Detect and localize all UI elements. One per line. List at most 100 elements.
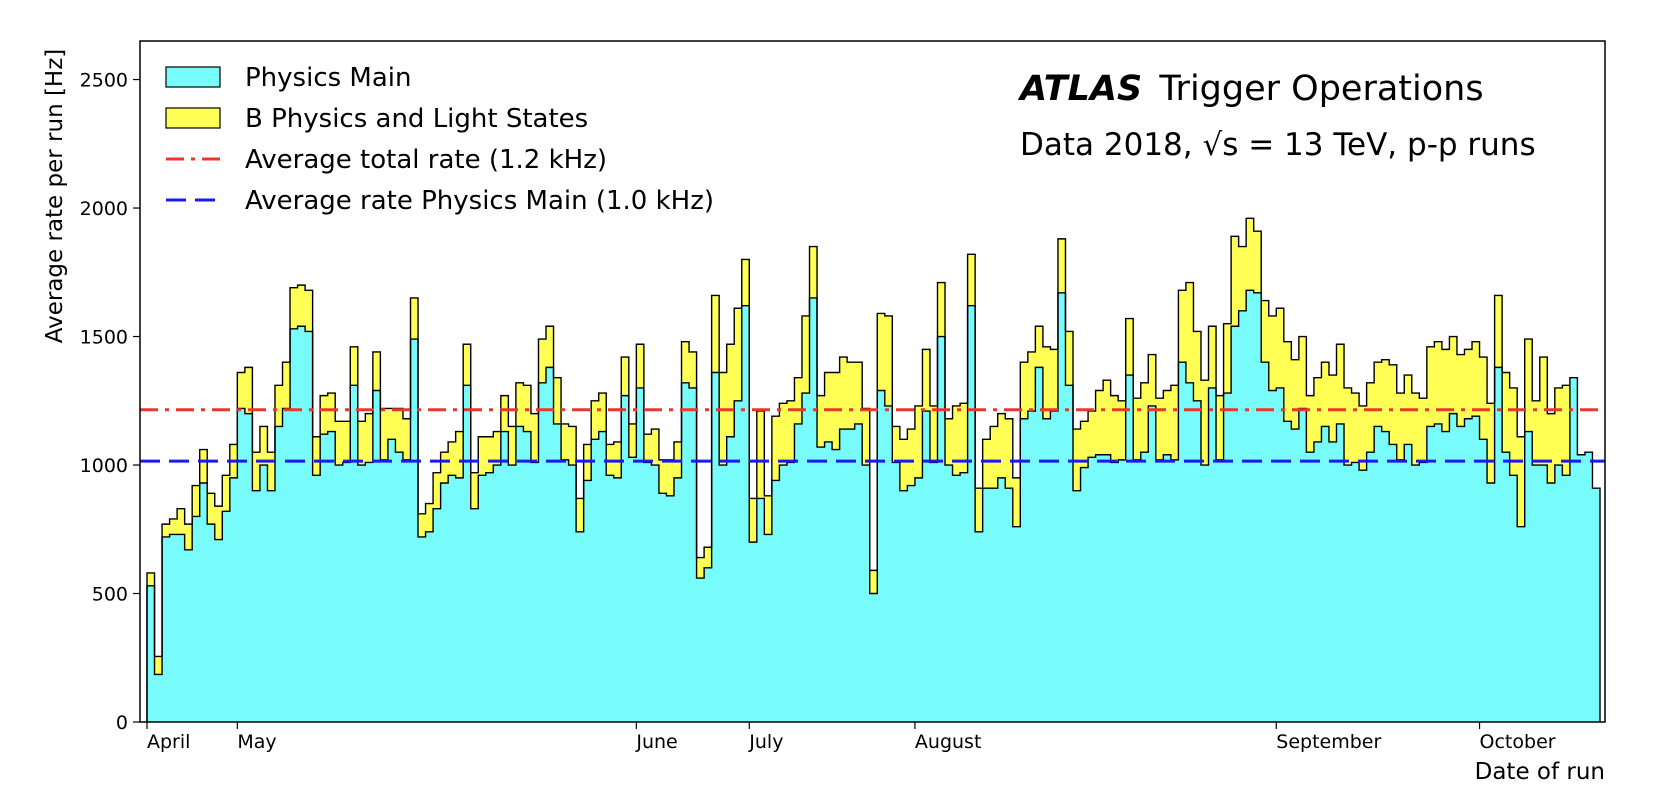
bar-physics-main [937, 336, 946, 722]
y-tick-label: 1500 [80, 327, 128, 349]
bar-b-physics [274, 385, 283, 427]
bar-b-physics [478, 436, 487, 476]
bar-b-physics [1155, 398, 1164, 460]
bar-physics-main [252, 490, 261, 722]
bar-physics-main [523, 431, 532, 722]
bar-physics-main [681, 382, 690, 722]
bar-physics-main [455, 477, 464, 722]
bar-b-physics [704, 547, 713, 568]
bar-physics-main [1479, 439, 1488, 722]
bar-b-physics [636, 344, 645, 388]
bar-physics-main [1185, 382, 1194, 722]
bar-physics-main [824, 441, 833, 722]
bar-physics-main [1539, 465, 1548, 722]
bar-b-physics [448, 441, 457, 476]
x-tick-label: October [1480, 731, 1556, 753]
bar-b-physics [530, 413, 539, 463]
bar-b-physics [1065, 331, 1074, 386]
bar-b-physics [854, 362, 863, 424]
bar-b-physics [1088, 411, 1096, 458]
bar-physics-main [470, 508, 479, 722]
bar-b-physics [1193, 331, 1202, 401]
bar-physics-main [267, 490, 276, 722]
bar-b-physics [1532, 400, 1541, 466]
bar-b-physics [508, 426, 517, 466]
bar-b-physics [1487, 403, 1496, 484]
bar-physics-main [1065, 385, 1074, 722]
bar-b-physics [764, 495, 773, 535]
bar-b-physics [967, 254, 976, 306]
bar-b-physics [1140, 382, 1149, 453]
bar-b-physics [184, 524, 193, 550]
bar-b-physics [726, 344, 735, 437]
bar-b-physics [1472, 341, 1480, 417]
bar-b-physics [696, 557, 705, 579]
bar-physics-main [380, 459, 389, 722]
bar-physics-main [425, 531, 434, 722]
x-tick-label: August [915, 731, 982, 753]
bar-physics-main [1042, 418, 1051, 722]
bar-physics-main [1577, 454, 1586, 722]
bar-physics-main [259, 465, 268, 722]
bar-b-physics [666, 459, 675, 496]
bar-b-physics [425, 503, 434, 532]
bar-physics-main [1276, 387, 1285, 722]
bar-b-physics [1005, 418, 1014, 489]
bar-physics-main [1208, 387, 1217, 722]
bar-physics-main [357, 465, 366, 722]
y-tick-label: 500 [92, 584, 128, 606]
bar-physics-main [508, 465, 517, 722]
bar-b-physics [1118, 400, 1127, 460]
bar-physics-main [327, 431, 336, 722]
bar-physics-main [1238, 310, 1247, 722]
bar-physics-main [1223, 393, 1232, 722]
bar-physics-main [372, 390, 381, 722]
bar-physics-main [1253, 292, 1262, 722]
bar-b-physics [1389, 364, 1398, 445]
bar-physics-main [1396, 459, 1405, 722]
bar-physics-main [1306, 452, 1315, 722]
bar-b-physics [884, 315, 893, 406]
bar-physics-main [1464, 418, 1473, 722]
bar-physics-main [673, 477, 682, 722]
bar-b-physics [1291, 359, 1300, 430]
bar-b-physics [192, 485, 201, 517]
bar-physics-main [433, 508, 442, 722]
bar-physics-main [869, 593, 878, 722]
bar-physics-main [418, 536, 426, 722]
bar-physics-main [952, 475, 961, 722]
bar-physics-main [1494, 367, 1503, 722]
bar-physics-main [1313, 441, 1322, 722]
bar-b-physics [1261, 300, 1270, 363]
bar-physics-main [628, 457, 637, 722]
bar-physics-main [1020, 418, 1029, 722]
bar-b-physics [1057, 238, 1066, 293]
bar-b-physics [1020, 362, 1029, 419]
bar-physics-main [1073, 490, 1081, 722]
bar-b-physics [591, 400, 600, 440]
bar-physics-main [854, 423, 863, 722]
bar-b-physics [493, 431, 502, 466]
bar-b-physics [207, 493, 216, 525]
bar-b-physics [538, 339, 547, 383]
bar-physics-main [485, 472, 494, 722]
bar-b-physics [643, 434, 652, 463]
bar-physics-main [862, 465, 871, 722]
bar-physics-main [1268, 390, 1277, 722]
x-tick-label: April [147, 731, 190, 753]
bar-physics-main [704, 567, 713, 722]
bar-physics-main [1562, 475, 1571, 722]
bar-physics-main [839, 429, 848, 722]
bar-b-physics [244, 367, 253, 414]
bar-physics-main [440, 483, 449, 722]
bar-b-physics [824, 372, 833, 442]
bar-physics-main [847, 429, 856, 722]
bar-physics-main [162, 536, 170, 722]
bar-physics-main [1366, 452, 1375, 722]
bar-b-physics [1351, 393, 1360, 463]
bar-physics-main [290, 328, 298, 722]
bar-physics-main [1517, 526, 1526, 722]
bar-physics-main [914, 477, 923, 722]
bar-physics-main [395, 452, 404, 722]
